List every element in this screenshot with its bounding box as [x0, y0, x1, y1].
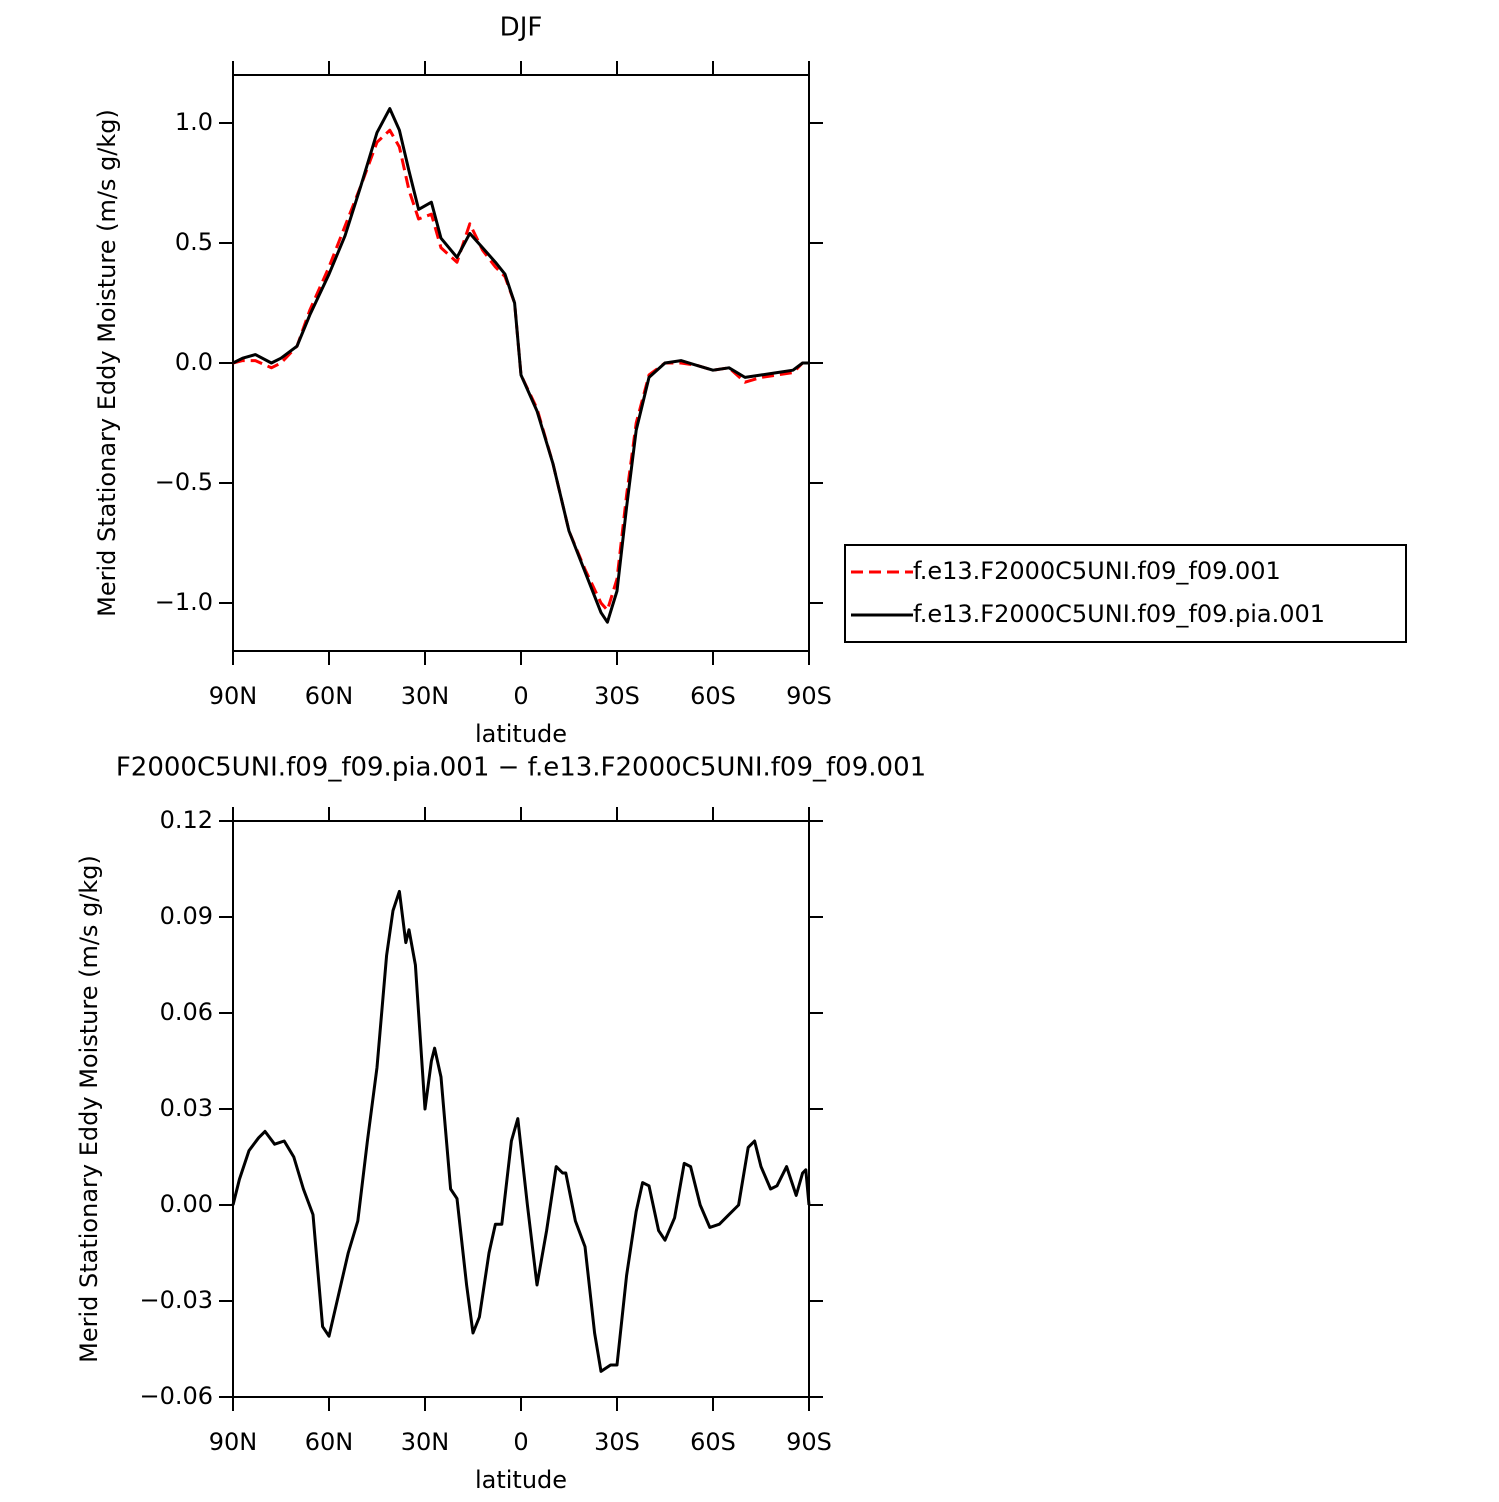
x-tick-label: 60N — [305, 682, 354, 710]
x-tick-label: 60S — [690, 682, 736, 710]
y-tick-label: −0.06 — [139, 1382, 213, 1410]
y-axis-label: Merid Stationary Eddy Moisture (m/s g/kg… — [93, 109, 121, 617]
x-tick-label: 0 — [513, 682, 528, 710]
y-tick-label: 0.09 — [160, 902, 213, 930]
y-tick-label: −0.5 — [155, 468, 213, 496]
y-tick-label: 1.0 — [175, 108, 213, 136]
data-line — [231, 889, 811, 1373]
x-tick-label: 90N — [209, 1428, 258, 1456]
x-tick-label: 90N — [209, 682, 258, 710]
legend-box — [844, 544, 1407, 643]
y-tick-label: −0.03 — [139, 1286, 213, 1314]
legend-label: f.e13.F2000C5UNI.f09_f09.001 — [913, 557, 1281, 585]
chart-title: F2000C5UNI.f09_f09.pia.001 − f.e13.F2000… — [116, 753, 926, 783]
x-tick-label: 90S — [786, 1428, 832, 1456]
plot-frame — [232, 820, 810, 1398]
y-tick-label: 0.03 — [160, 1094, 213, 1122]
x-tick-label: 30S — [594, 682, 640, 710]
y-tick-label: 0.5 — [175, 228, 213, 256]
y-tick-label: −1.0 — [155, 588, 213, 616]
x-axis-label: latitude — [475, 1466, 567, 1494]
y-axis-label: Merid Stationary Eddy Moisture (m/s g/kg… — [75, 855, 103, 1363]
y-tick-label: 0.06 — [160, 998, 213, 1026]
x-tick-label: 30S — [594, 1428, 640, 1456]
legend-label: f.e13.F2000C5UNI.f09_f09.pia.001 — [913, 600, 1325, 628]
y-tick-label: 0.0 — [175, 348, 213, 376]
x-tick-label: 60S — [690, 1428, 736, 1456]
x-axis-label: latitude — [475, 720, 567, 748]
x-tick-label: 30N — [401, 1428, 450, 1456]
data-line — [232, 107, 809, 624]
x-tick-label: 90S — [786, 682, 832, 710]
y-tick-label: 0.00 — [160, 1190, 213, 1218]
x-tick-label: 0 — [513, 1428, 528, 1456]
y-tick-label: 0.12 — [160, 806, 213, 834]
chart-title: DJF — [500, 13, 543, 43]
x-tick-label: 60N — [305, 1428, 354, 1456]
x-tick-label: 30N — [401, 682, 450, 710]
